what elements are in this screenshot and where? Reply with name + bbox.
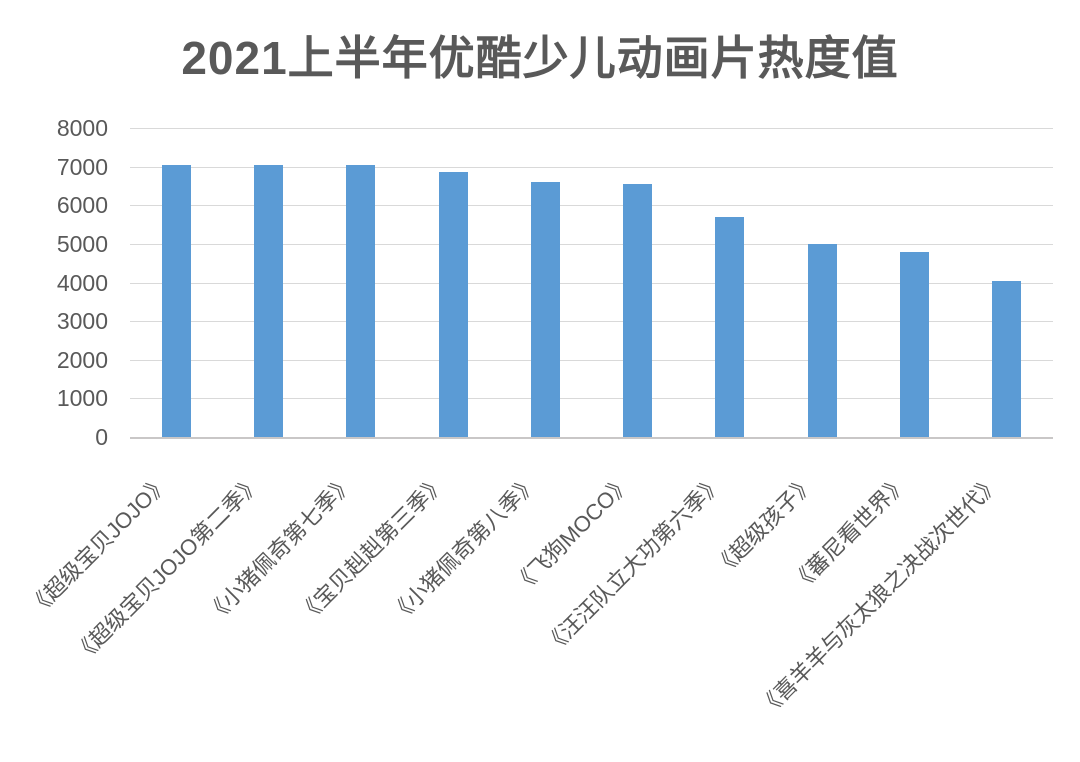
bar xyxy=(346,165,375,437)
gridline xyxy=(130,205,1053,206)
y-axis-tick-label: 8000 xyxy=(56,115,108,141)
bar xyxy=(162,165,191,437)
gridline xyxy=(130,244,1053,245)
x-axis-label: 《超级宝贝JOJO第二季》 xyxy=(68,470,266,668)
bar xyxy=(623,184,652,437)
y-axis-tick-label: 3000 xyxy=(56,308,108,334)
y-axis-tick-label: 7000 xyxy=(56,154,108,180)
y-axis-tick-label: 0 xyxy=(95,424,108,450)
gridline xyxy=(130,128,1053,129)
y-axis-tick-label: 5000 xyxy=(56,231,108,257)
bar xyxy=(808,244,837,437)
gridline xyxy=(130,167,1053,168)
y-axis-tick-label: 4000 xyxy=(56,270,108,296)
bar xyxy=(992,281,1021,437)
gridline xyxy=(130,321,1053,322)
bar xyxy=(900,252,929,437)
chart-title: 2021上半年优酷少儿动画片热度值 xyxy=(181,32,899,84)
bar xyxy=(531,182,560,437)
y-axis-tick-label: 1000 xyxy=(56,385,108,411)
x-axis-label: 《汪汪队立大功第六季》 xyxy=(538,470,728,659)
gridline xyxy=(130,360,1053,361)
bar xyxy=(715,217,744,437)
bar xyxy=(254,165,283,437)
x-axis-line xyxy=(130,437,1053,439)
y-axis-tick-label: 2000 xyxy=(56,347,108,373)
y-axis-tick-label: 6000 xyxy=(56,192,108,218)
gridline xyxy=(130,283,1053,284)
bar xyxy=(439,172,468,437)
gridline xyxy=(130,398,1053,399)
